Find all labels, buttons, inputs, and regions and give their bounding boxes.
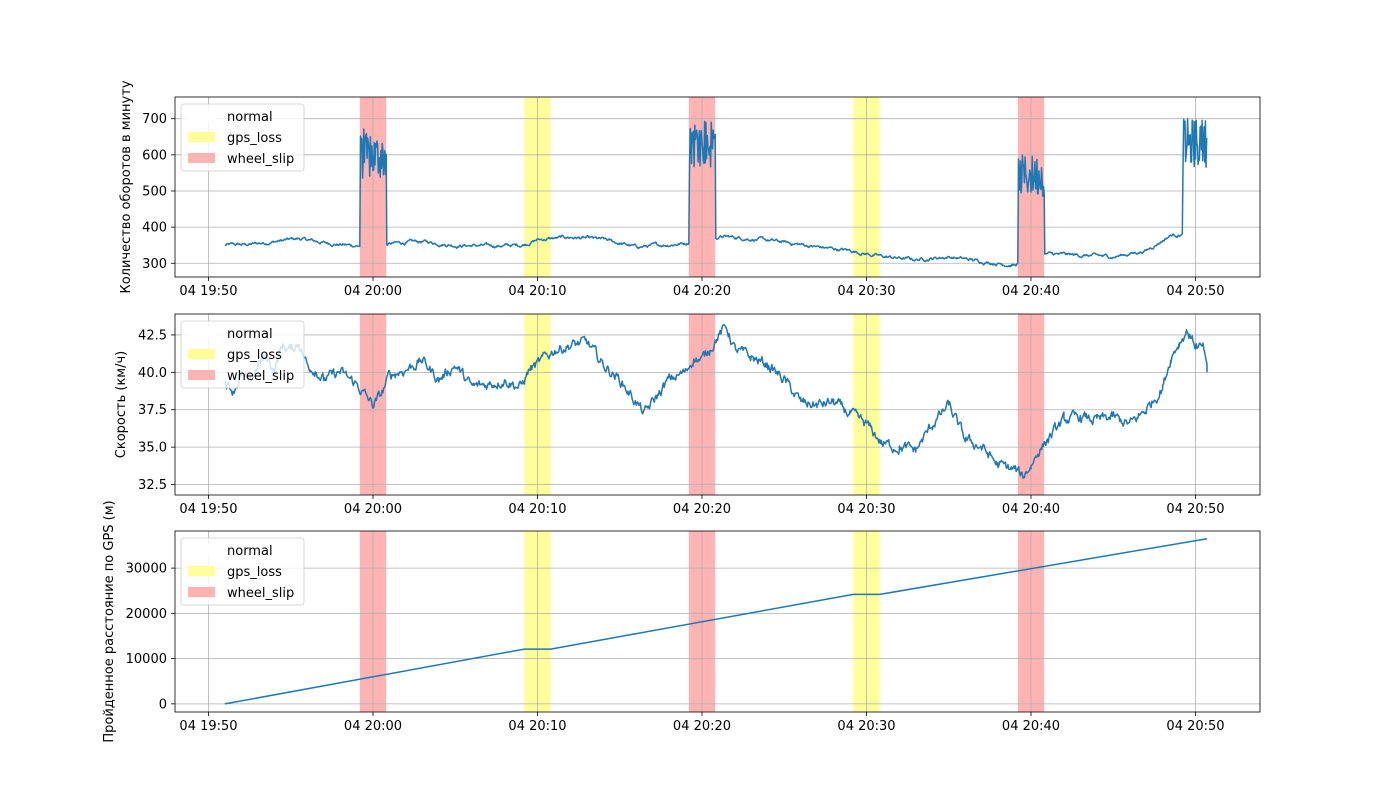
legend-label-normal: normal: [227, 327, 273, 342]
y-axis-label: Скорость (км/ч): [114, 351, 129, 458]
x-tick-label: 04 19:50: [179, 719, 237, 734]
x-tick-label: 04 20:30: [837, 502, 895, 517]
legend-swatch-normal: [187, 110, 216, 122]
legend-swatch-normal: [187, 327, 216, 339]
x-tick-label: 04 20:00: [344, 284, 402, 299]
y-tick-label: 700: [142, 112, 167, 127]
x-tick-label: 04 20:20: [673, 284, 731, 299]
legend-label-wheel_slip: wheel_slip: [227, 152, 294, 167]
axes-frame: [174, 530, 1261, 713]
x-tick-label: 04 20:10: [508, 284, 566, 299]
legend-swatch-gps_loss: [188, 566, 215, 576]
x-tick-label: 04 20:20: [673, 719, 731, 734]
series-line: [224, 537, 1208, 705]
x-tick-label: 04 20:30: [837, 719, 895, 734]
legend: normal gps_loss wheel_slip: [180, 537, 305, 606]
y-tick-label: 300: [142, 257, 167, 272]
x-tick-label: 04 20:40: [1002, 284, 1060, 299]
y-tick-label: 40.0: [138, 366, 167, 381]
legend: normal gps_loss wheel_slip: [180, 320, 305, 389]
y-tick-label: 35.0: [138, 441, 167, 456]
legend-label-gps_loss: gps_loss: [227, 348, 282, 363]
y-axis-label: Пройденное расстояние по GPS (м): [102, 500, 117, 742]
legend-label-wheel_slip: wheel_slip: [227, 586, 294, 601]
x-tick-label: 04 20:00: [344, 719, 402, 734]
legend-label-gps_loss: gps_loss: [227, 131, 282, 146]
legend-swatch-wheel_slip: [188, 370, 215, 380]
x-tick-label: 04 20:50: [1166, 284, 1224, 299]
chart-panel-1: 04 19:50 04 20:00 04 20:10 04 20:20 04 20:30…: [119, 80, 1261, 299]
axes-frame: [174, 313, 1261, 496]
x-tick-label: 04 20:10: [508, 502, 566, 517]
series-line: [224, 118, 1208, 268]
legend-swatch-normal: [187, 544, 216, 556]
series-line: [224, 324, 1208, 479]
x-tick-label: 04 20:40: [1002, 719, 1060, 734]
legend-label-wheel_slip: wheel_slip: [227, 369, 294, 384]
x-tick-label: 04 19:50: [179, 502, 237, 517]
x-tick-label: 04 20:40: [1002, 502, 1060, 517]
legend-swatch-gps_loss: [188, 132, 215, 142]
x-tick-label: 04 20:50: [1166, 719, 1224, 734]
chart-panel-2: 04 19:50 04 20:00 04 20:10 04 20:20 04 20:30…: [114, 313, 1261, 517]
legend-label-normal: normal: [227, 544, 273, 559]
x-tick-label: 04 20:00: [344, 502, 402, 517]
legend-swatch-gps_loss: [188, 349, 215, 359]
legend-label-gps_loss: gps_loss: [227, 565, 282, 580]
y-tick-label: 400: [142, 221, 167, 236]
x-tick-label: 04 20:30: [837, 284, 895, 299]
legend-swatch-wheel_slip: [188, 153, 215, 163]
legend: normal gps_loss wheel_slip: [180, 103, 305, 172]
y-tick-label: 20000: [126, 607, 167, 622]
y-tick-label: 42.5: [138, 328, 167, 343]
y-tick-label: 10000: [126, 652, 167, 667]
y-axis-label: Количество оборотов в минуту: [119, 80, 134, 293]
x-tick-label: 04 20:20: [673, 502, 731, 517]
y-tick-label: 0: [159, 697, 167, 712]
x-tick-label: 04 20:50: [1166, 502, 1224, 517]
y-tick-label: 37.5: [138, 403, 167, 418]
y-tick-label: 30000: [126, 562, 167, 577]
legend-swatch-wheel_slip: [188, 587, 215, 597]
y-tick-label: 32.5: [138, 478, 167, 493]
y-tick-label: 600: [142, 148, 167, 163]
y-tick-label: 500: [142, 184, 167, 199]
chart-panel-3: 04 19:50 04 20:00 04 20:10 04 20:20 04 20:30…: [102, 500, 1261, 743]
axes-frame: [174, 96, 1261, 278]
x-tick-label: 04 19:50: [179, 284, 237, 299]
legend-label-normal: normal: [227, 110, 273, 125]
x-tick-label: 04 20:10: [508, 719, 566, 734]
